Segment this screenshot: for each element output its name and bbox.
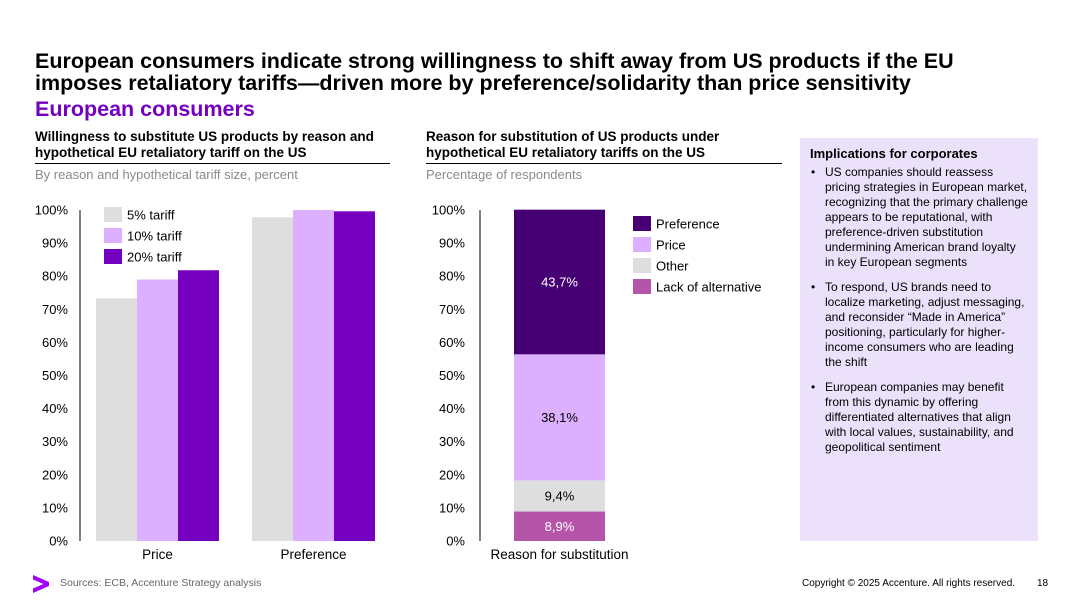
implications-list: • US companies should reassess pricing st… (810, 165, 1028, 455)
stack-segment-other (514, 480, 605, 512)
stack-segment-lack-of-alternative (514, 511, 605, 541)
data-label: 8,9% (545, 519, 575, 534)
page-subtitle: European consumers (35, 97, 255, 121)
implications-panel: Implications for corporates • US companie… (800, 138, 1038, 541)
y-tick-label: 30% (439, 434, 465, 449)
y-tick-label: 80% (439, 269, 465, 284)
legend-swatch (104, 228, 122, 243)
y-tick-label: 30% (42, 434, 68, 449)
data-label: 43,7% (541, 274, 578, 289)
y-tick-label: 50% (439, 368, 465, 383)
accenture-chevron-icon (33, 575, 49, 593)
x-tick-label: Preference (280, 547, 346, 562)
bar-price-1 (96, 298, 137, 541)
left-chart-subheading: By reason and hypothetical tariff size, … (35, 167, 298, 182)
page-title: European consumers indicate strong willi… (35, 49, 954, 95)
legend-swatch (104, 207, 122, 222)
y-tick-label: 0% (446, 534, 465, 549)
middle-chart-subheading: Percentage of respondents (426, 167, 583, 182)
y-tick-label: 20% (42, 467, 68, 482)
x-tick-label: Price (142, 547, 173, 562)
implication-item: • To respond, US brands need to localize … (810, 280, 1028, 370)
legend-label: 5% tariff (127, 208, 175, 223)
stack-segment-preference (514, 209, 605, 355)
y-tick-label: 40% (439, 401, 465, 416)
y-tick-label: 20% (439, 467, 465, 482)
legend-label: 20% tariff (127, 250, 182, 265)
implication-item: • European companies may benefit from thi… (810, 380, 1028, 455)
y-tick-label: 10% (42, 500, 68, 515)
legend-label: Other (656, 259, 689, 274)
stacked-bar-chart: 0% 10% 20% 30% 40% 50% 60% 70% 80% 90% 100% 8,9% 9,4… (432, 203, 762, 563)
x-tick-label: Reason for substitution (490, 547, 628, 562)
legend-label: Lack of alternative (656, 280, 762, 295)
y-tick-label: 40% (42, 401, 68, 416)
y-tick-label: 90% (42, 236, 68, 251)
bar-preference-2 (293, 210, 334, 541)
y-tick-label: 0% (49, 534, 68, 549)
bullet-icon: • (811, 165, 816, 179)
implication-text: To respond, US brands need to localize m… (825, 280, 1025, 369)
implication-text: European companies may benefit from this… (825, 380, 1014, 454)
bullet-icon: • (811, 380, 816, 394)
middle-chart-heading: Reason for substitution of US products u… (426, 129, 782, 164)
legend-swatch (633, 279, 651, 294)
data-label: 9,4% (545, 488, 575, 503)
left-chart-heading: Willingness to substitute US products by… (35, 129, 390, 164)
y-tick-label: 70% (42, 302, 68, 317)
legend-label: Preference (656, 217, 720, 232)
copyright: Copyright © 2025 Accenture. All rights r… (802, 578, 1016, 589)
y-tick-label: 90% (439, 236, 465, 251)
bullet-icon: • (811, 280, 816, 294)
legend-swatch (633, 258, 651, 273)
y-tick-label: 100% (432, 203, 466, 218)
legend-swatch (633, 216, 651, 231)
y-tick-label: 100% (35, 203, 69, 218)
sources-note: Sources: ECB, Accenture Strategy analysi… (60, 577, 262, 589)
stack-segment-price (514, 354, 605, 481)
legend-swatch (104, 249, 122, 264)
implications-title: Implications for corporates (810, 146, 978, 161)
bar-price-3 (178, 270, 219, 541)
grouped-bar-chart: 0% 10% 20% 30% 40% 50% 60% 70% 80% 90% 100% Price Pr… (35, 203, 375, 562)
page-number: 18 (1037, 578, 1049, 589)
legend-label: Price (656, 238, 686, 253)
y-tick-label: 60% (42, 335, 68, 350)
legend-label: 10% tariff (127, 229, 182, 244)
y-tick-label: 80% (42, 269, 68, 284)
bar-price-2 (137, 279, 178, 541)
bar-preference-3 (334, 211, 375, 541)
y-tick-label: 50% (42, 368, 68, 383)
implication-text: US companies should reassess pricing str… (825, 165, 1028, 269)
y-tick-label: 70% (439, 302, 465, 317)
y-tick-label: 60% (439, 335, 465, 350)
data-label: 38,1% (541, 410, 578, 425)
bar-preference-1 (252, 217, 293, 542)
y-tick-label: 10% (439, 500, 465, 515)
legend-swatch (633, 237, 651, 252)
implication-item: • US companies should reassess pricing st… (810, 165, 1028, 270)
